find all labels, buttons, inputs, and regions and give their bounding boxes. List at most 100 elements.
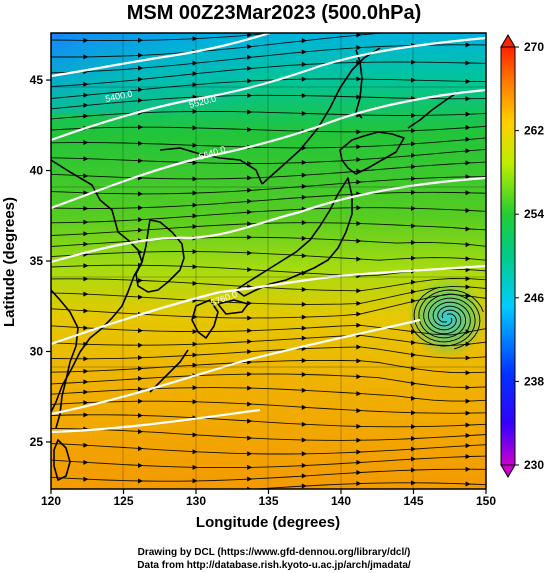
streamline-arrow xyxy=(247,418,253,424)
streamline-arrow xyxy=(411,15,416,20)
streamline-arrow xyxy=(247,328,253,334)
y-tick-label: 40 xyxy=(30,164,44,178)
vortex-spiral xyxy=(410,297,476,347)
streamline-arrow xyxy=(411,189,416,195)
streamline-arrow xyxy=(138,277,143,283)
colorbar-tick-label: 270 xyxy=(524,40,544,54)
streamline-arrow xyxy=(411,410,416,416)
streamline-arrow xyxy=(83,379,89,385)
streamline-arrow xyxy=(138,191,143,197)
streamline-arrow xyxy=(83,81,89,87)
page-title: MSM 00Z23Mar2023 (500.0hPa) xyxy=(126,2,422,24)
streamline-arrow xyxy=(301,314,307,320)
streamline-arrow xyxy=(465,370,471,376)
streamline-arrow xyxy=(301,371,307,377)
streamline-arrow xyxy=(465,481,471,487)
streamline-arrow xyxy=(138,205,143,211)
streamline-arrow xyxy=(83,37,89,43)
colorbar-tick-label: 262 xyxy=(524,124,544,138)
streamline-arrow xyxy=(356,45,362,51)
streamline-arrow xyxy=(465,208,471,214)
streamline-arrow xyxy=(83,190,89,196)
streamline-arrow xyxy=(301,325,307,331)
x-tick-label: 140 xyxy=(331,494,351,508)
streamline-arrow xyxy=(411,329,416,335)
streamline-arrow xyxy=(356,76,362,82)
streamline-arrow xyxy=(411,59,416,65)
streamline-arrow xyxy=(356,179,362,185)
vortex-spiral xyxy=(423,293,481,350)
streamline-arrow xyxy=(411,205,416,211)
streamline-arrow xyxy=(411,366,416,372)
streamline-arrow xyxy=(138,463,143,469)
streamline-arrow xyxy=(138,342,143,348)
streamline-arrow xyxy=(138,52,143,58)
streamline-arrow xyxy=(356,408,362,414)
streamline-arrow xyxy=(138,227,143,233)
streamline-arrow xyxy=(301,76,307,82)
streamline-arrow xyxy=(138,492,143,497)
streamline-arrow xyxy=(356,374,362,380)
streamline-arrow xyxy=(83,492,88,497)
streamline-arrow xyxy=(301,110,307,116)
streamline-arrow xyxy=(356,344,362,350)
streamline-arrow xyxy=(83,325,89,331)
streamline-arrow xyxy=(83,231,89,237)
y-tick-label: 45 xyxy=(30,73,44,87)
coast-korea xyxy=(135,219,185,293)
streamline-arrow xyxy=(83,156,89,162)
streamline-arrow xyxy=(301,253,307,259)
streamline-arrow xyxy=(138,76,143,82)
streamline-arrow xyxy=(411,279,416,285)
streamline-arrow xyxy=(83,219,89,225)
cold-corner xyxy=(51,33,251,113)
contour-5400 xyxy=(51,33,271,78)
x-axis: 120 125 130 135 140 145 150 xyxy=(41,489,496,508)
y-tick-label: 25 xyxy=(30,435,44,449)
streamline-arrow xyxy=(138,140,143,146)
streamline-arrow xyxy=(247,198,253,204)
streamline-arrow xyxy=(301,287,307,293)
streamline-arrow xyxy=(301,358,307,364)
streamline-arrow xyxy=(83,54,89,60)
colorbar-tick-label: 246 xyxy=(524,291,544,305)
streamline-arrow xyxy=(356,21,361,26)
streamline-arrow xyxy=(247,250,253,256)
streamline-arrow xyxy=(465,284,471,290)
streamline-arrow xyxy=(465,466,471,472)
streamline-arrow xyxy=(301,38,307,44)
streamline-arrow xyxy=(465,422,471,428)
streamline-arrow xyxy=(247,78,253,84)
streamline-arrow xyxy=(247,44,253,50)
streamline-arrow xyxy=(192,190,198,196)
x-tick-label: 130 xyxy=(186,494,206,508)
streamline-arrow xyxy=(247,209,253,215)
streamline-arrow xyxy=(465,293,471,299)
streamline-arrow xyxy=(411,128,416,134)
streamline-arrow xyxy=(302,27,307,32)
streamline-arrow xyxy=(192,432,198,438)
streamline-arrow xyxy=(192,341,198,347)
streamline-arrow xyxy=(465,443,471,449)
streamline-arrow xyxy=(192,399,198,405)
streamline-arrow xyxy=(247,451,253,457)
streamline-arrow xyxy=(356,481,362,487)
streamline-arrow xyxy=(465,136,471,142)
colorbar-tick-label: 238 xyxy=(524,374,544,388)
streamline-arrow xyxy=(465,125,471,131)
streamline-arrow xyxy=(465,256,471,262)
x-tick-label: 145 xyxy=(403,494,423,508)
streamline-arrow xyxy=(192,280,198,286)
streamline-arrow xyxy=(411,77,416,83)
vortex-spiral xyxy=(413,286,471,343)
streamline-arrow xyxy=(138,65,143,71)
streamline-arrow xyxy=(356,205,362,211)
coast-china-east xyxy=(51,289,79,429)
streamline-arrow xyxy=(138,446,143,452)
streamline-arrow xyxy=(356,221,362,227)
colorbar-max-arrow xyxy=(500,34,516,48)
streamline-arrow xyxy=(247,33,253,38)
streamline-arrow xyxy=(192,352,198,358)
streamline-arrow xyxy=(356,33,362,38)
